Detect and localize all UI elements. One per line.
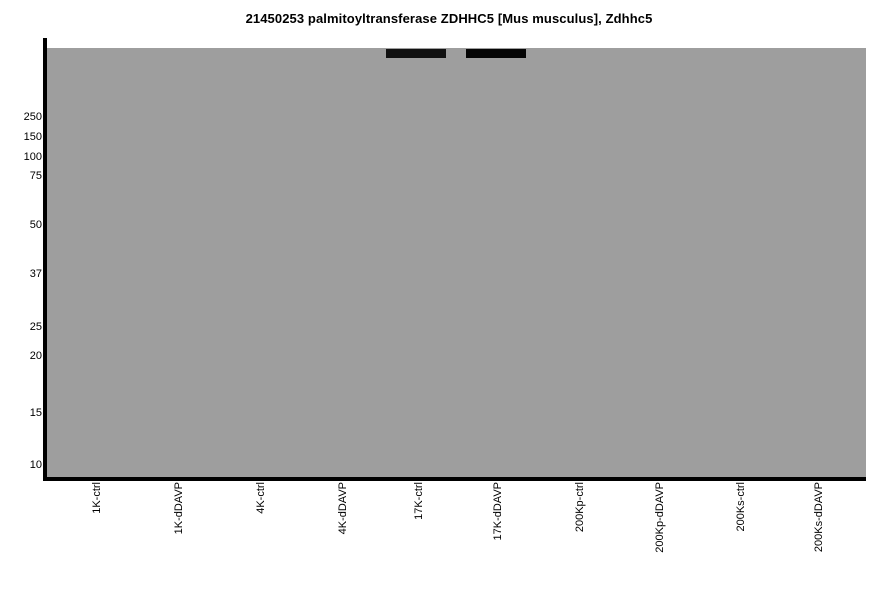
- lane-tick-label: 4K-ctrl: [255, 482, 267, 514]
- lane-tick-label: 200Kp-ctrl: [574, 482, 586, 533]
- lane-tick-label: 1K-dDAVP: [173, 482, 185, 535]
- x-axis-line: [43, 477, 866, 481]
- lane-tick-label: 17K-dDAVP: [492, 482, 504, 541]
- mw-tick-label: 100: [23, 151, 42, 163]
- mw-tick-label: 20: [29, 350, 42, 362]
- lane-tick-label: 4K-dDAVP: [337, 482, 349, 535]
- figure-title: 21450253 palmitoyltransferase ZDHHC5 [Mu…: [245, 11, 653, 26]
- y-axis-line: [43, 38, 47, 481]
- protein-band: [386, 49, 446, 58]
- lane-tick-label: 200Kp-dDAVP: [654, 482, 666, 553]
- mw-tick-label: 15: [29, 407, 42, 419]
- protein-band: [466, 49, 526, 58]
- lane-tick-label: 17K-ctrl: [413, 482, 425, 520]
- lane-tick-label: 200Ks-ctrl: [735, 482, 747, 532]
- gel-plot-area: [47, 48, 866, 477]
- mw-tick-label: 75: [29, 170, 42, 182]
- mw-tick-label: 25: [29, 321, 42, 333]
- lane-tick-label: 1K-ctrl: [91, 482, 103, 514]
- mw-tick-label: 50: [29, 219, 42, 231]
- mw-tick-label: 10: [29, 459, 42, 471]
- lane-tick-label: 200Ks-dDAVP: [813, 482, 825, 553]
- mw-tick-label: 250: [23, 111, 42, 123]
- mw-tick-label: 150: [23, 131, 42, 143]
- mw-tick-label: 37: [29, 268, 42, 280]
